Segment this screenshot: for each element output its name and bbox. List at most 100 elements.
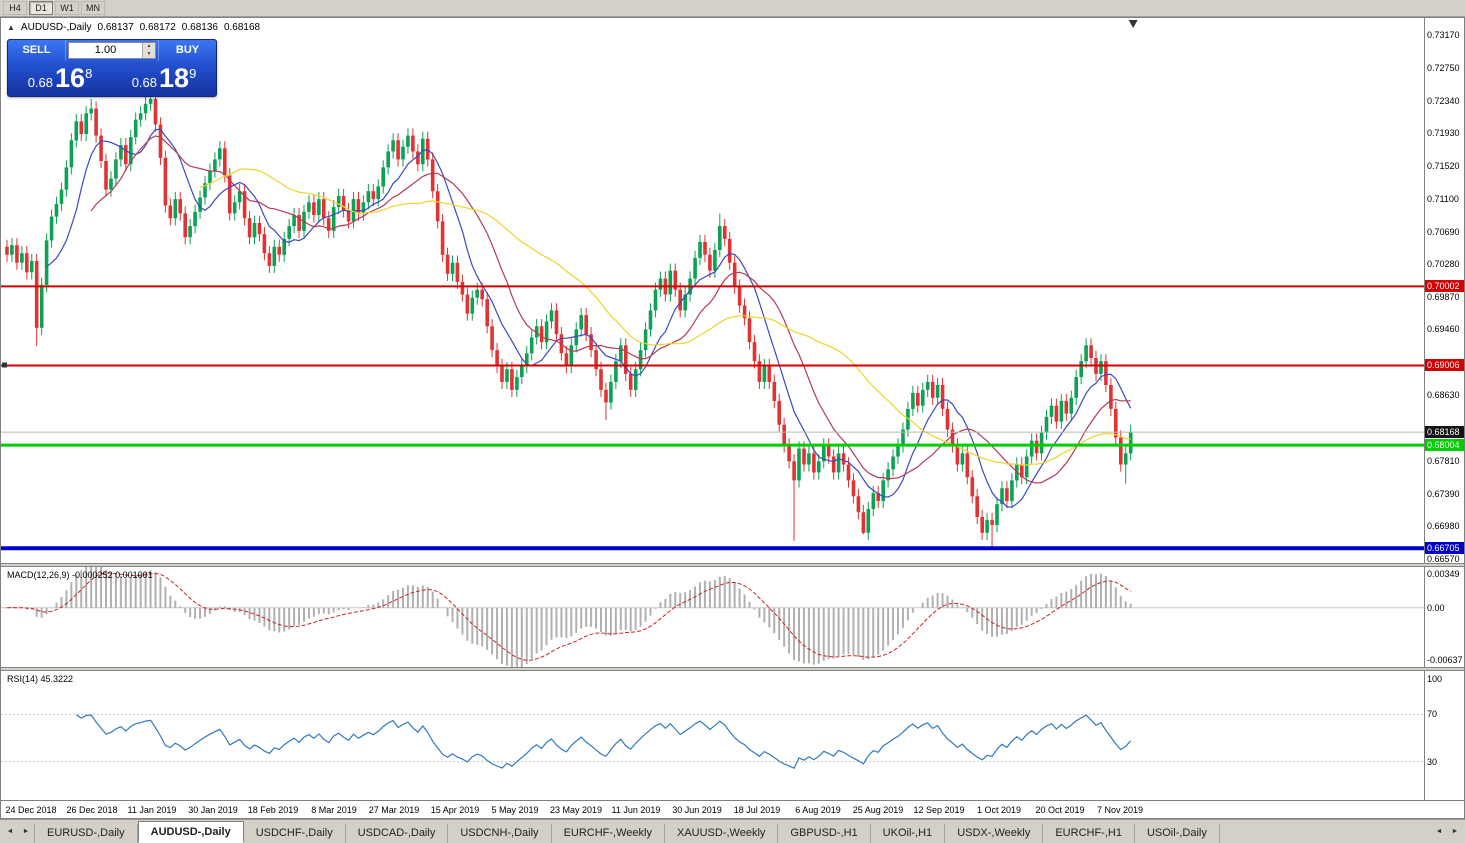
ma-9-line (46, 128, 1132, 508)
ohlc-high: 0.68172 (139, 22, 176, 33)
symbol-tab-audusddaily[interactable]: AUDUSD-,Daily (137, 821, 244, 843)
chart-ohlc-line: ▲ AUDUSD-,Daily 0.68137 0.68172 0.68136 … (7, 22, 260, 33)
volume-increase-button[interactable]: ▲ (143, 43, 155, 51)
sell-price[interactable]: 0.68 16 8 (8, 61, 112, 96)
ma-40-line (199, 168, 1131, 466)
one-click-collapse-icon[interactable]: ▲ (7, 23, 15, 32)
date-axis[interactable]: 24 Dec 2018 26 Dec 2018 11 Jan 2019 30 Jan … (1, 800, 1464, 818)
timeframe-button-mn[interactable]: MN (81, 1, 105, 15)
tab-scroll-right-icon[interactable]: ► (22, 828, 30, 835)
volume-input[interactable]: 1.00 (94, 44, 117, 56)
price-tick-label: 0.73170 (1427, 30, 1460, 40)
level-badge-0.68004: 0.68004 (1425, 439, 1464, 451)
chart-symbol-label: AUDUSD-,Daily (20, 22, 92, 33)
rsi-name: RSI(14) (7, 674, 39, 684)
date-label: 15 Apr 2019 (430, 805, 480, 815)
symbol-tab-gbpusdh1[interactable]: GBPUSD-,H1 (778, 824, 871, 843)
pane-splitter[interactable] (1, 667, 1464, 671)
rsi-pane[interactable] (1, 671, 1424, 800)
ohlc-close: 0.68168 (223, 22, 261, 33)
timeframe-button-w1[interactable]: W1 (55, 1, 79, 15)
timeframe-button-d1[interactable]: D1 (29, 1, 53, 15)
candle-bodies (5, 99, 1133, 533)
date-label: 18 Jul 2019 (733, 805, 781, 815)
date-label: 30 Jan 2019 (188, 805, 238, 815)
macd-name: MACD(12,26,9) (7, 570, 70, 580)
symbol-tab-eurchfh1[interactable]: EURCHF-,H1 (1043, 824, 1135, 843)
macd-signal-line (6, 572, 1131, 661)
symbol-tab-bar: ◄ ► EURUSD-,Daily AUDUSD-,Daily USDCHF-,Da… (0, 819, 1465, 843)
level-badge-0.69006: 0.69006 (1425, 359, 1464, 371)
tab-scroll-left-icon[interactable]: ◄ (6, 828, 14, 835)
symbol-tab-usoildaily[interactable]: USOil-,Daily (1135, 824, 1220, 843)
date-label: 20 Oct 2019 (1035, 805, 1085, 815)
price-axis-rsi: 100 70 30 (1425, 671, 1464, 800)
price-tick-label: 0.70280 (1427, 259, 1460, 269)
timeframe-buttons: H4 D1 W1 MN (3, 1, 105, 15)
price-tick-label: 0.69460 (1427, 324, 1460, 334)
price-pane[interactable] (1, 18, 1424, 563)
rsi-axis-label: 70 (1427, 709, 1438, 719)
price-tick-label: 0.67810 (1427, 456, 1460, 466)
sell-button[interactable]: SELL (8, 40, 66, 61)
date-label: 1 Oct 2019 (976, 805, 1022, 815)
price-tick-label: 0.72340 (1427, 96, 1460, 106)
date-label: 11 Jan 2019 (127, 805, 177, 815)
macd-main-value: -0.000252 (72, 570, 113, 580)
price-tick-label: 0.71930 (1427, 128, 1460, 138)
rsi-axis-label: 100 (1427, 674, 1443, 684)
rsi-line (75, 714, 1132, 769)
candle-wicks (6, 91, 1132, 548)
macd-axis-max: 0.00349 (1427, 569, 1460, 579)
rsi-axis-label: 30 (1427, 757, 1438, 767)
macd-signal-value: 0.001001 (115, 570, 153, 580)
date-label: 27 Mar 2019 (368, 805, 420, 815)
line-anchor-handle[interactable] (2, 362, 7, 368)
tabs-overflow-left-icon[interactable]: ◄ (1435, 828, 1443, 835)
chart-window: 0.73170 0.72750 0.72340 0.71930 0.71520 0.711… (0, 17, 1465, 819)
buy-price-prefix: 0.68 (131, 74, 158, 90)
volume-decrease-button[interactable]: ▼ (143, 50, 155, 58)
price-tick-label: 0.68630 (1427, 390, 1460, 400)
symbol-tab-eurusddaily[interactable]: EURUSD-,Daily (34, 824, 138, 843)
symbol-tabs: EURUSD-,Daily AUDUSD-,Daily USDCHF-,Daily U… (34, 821, 1220, 843)
sell-price-big: 16 (55, 63, 86, 93)
date-label: 11 Jun 2019 (611, 805, 661, 815)
sell-price-sup: 8 (85, 65, 93, 81)
timeframe-button-h4[interactable]: H4 (3, 1, 27, 15)
chart-shift-marker[interactable] (1128, 20, 1138, 28)
date-label: 5 May 2019 (491, 805, 539, 815)
price-tick-label: 0.69870 (1427, 292, 1460, 302)
symbol-tab-usdcnhdaily[interactable]: USDCNH-,Daily (448, 824, 552, 843)
level-badge-0.70002: 0.70002 (1425, 280, 1464, 292)
timeframe-toolbar: H4 D1 W1 MN (0, 0, 1465, 17)
macd-histogram (10, 567, 1132, 667)
tabs-overflow-right-icon[interactable]: ► (1451, 828, 1459, 835)
price-axis[interactable]: 0.73170 0.72750 0.72340 0.71930 0.71520 0.711… (1424, 18, 1464, 800)
level-badge-0.66705: 0.66705 (1425, 542, 1464, 554)
rsi-current-value: 45.3222 (40, 674, 74, 684)
bid-price-badge: 0.68168 (1425, 426, 1464, 438)
buy-price-big: 18 (159, 63, 190, 93)
sell-price-prefix: 0.68 (27, 74, 54, 90)
symbol-tab-xauusdweekly[interactable]: XAUUSD-,Weekly (665, 824, 779, 843)
ohlc-low: 0.68136 (181, 22, 218, 33)
date-label: 12 Sep 2019 (913, 805, 965, 815)
macd-axis-min: -0.00637 (1427, 655, 1463, 665)
pane-splitter[interactable] (1, 563, 1464, 567)
price-axis-macd: 0.00349 0.00 -0.00637 (1425, 567, 1464, 667)
price-tick-label: 0.66570 (1427, 554, 1460, 564)
macd-pane[interactable] (1, 567, 1424, 667)
buy-button[interactable]: BUY (158, 40, 216, 61)
macd-indicator-label: MACD(12,26,9) -0.000252 0.001001 (7, 570, 153, 580)
date-label: 8 Mar 2019 (311, 805, 357, 815)
date-label: 25 Aug 2019 (852, 805, 904, 815)
symbol-tab-ukoilh1[interactable]: UKOil-,H1 (871, 824, 946, 843)
symbol-tab-usdchfdaily[interactable]: USDCHF-,Daily (244, 824, 346, 843)
price-tick-label: 0.71100 (1427, 194, 1459, 204)
date-label: 18 Feb 2019 (247, 805, 299, 815)
buy-price[interactable]: 0.68 18 9 (112, 61, 216, 96)
symbol-tab-usdxweekly[interactable]: USDX-,Weekly (945, 824, 1044, 843)
symbol-tab-usdcaddaily[interactable]: USDCAD-,Daily (346, 824, 449, 843)
symbol-tab-eurchfweekly[interactable]: EURCHF-,Weekly (552, 824, 665, 843)
